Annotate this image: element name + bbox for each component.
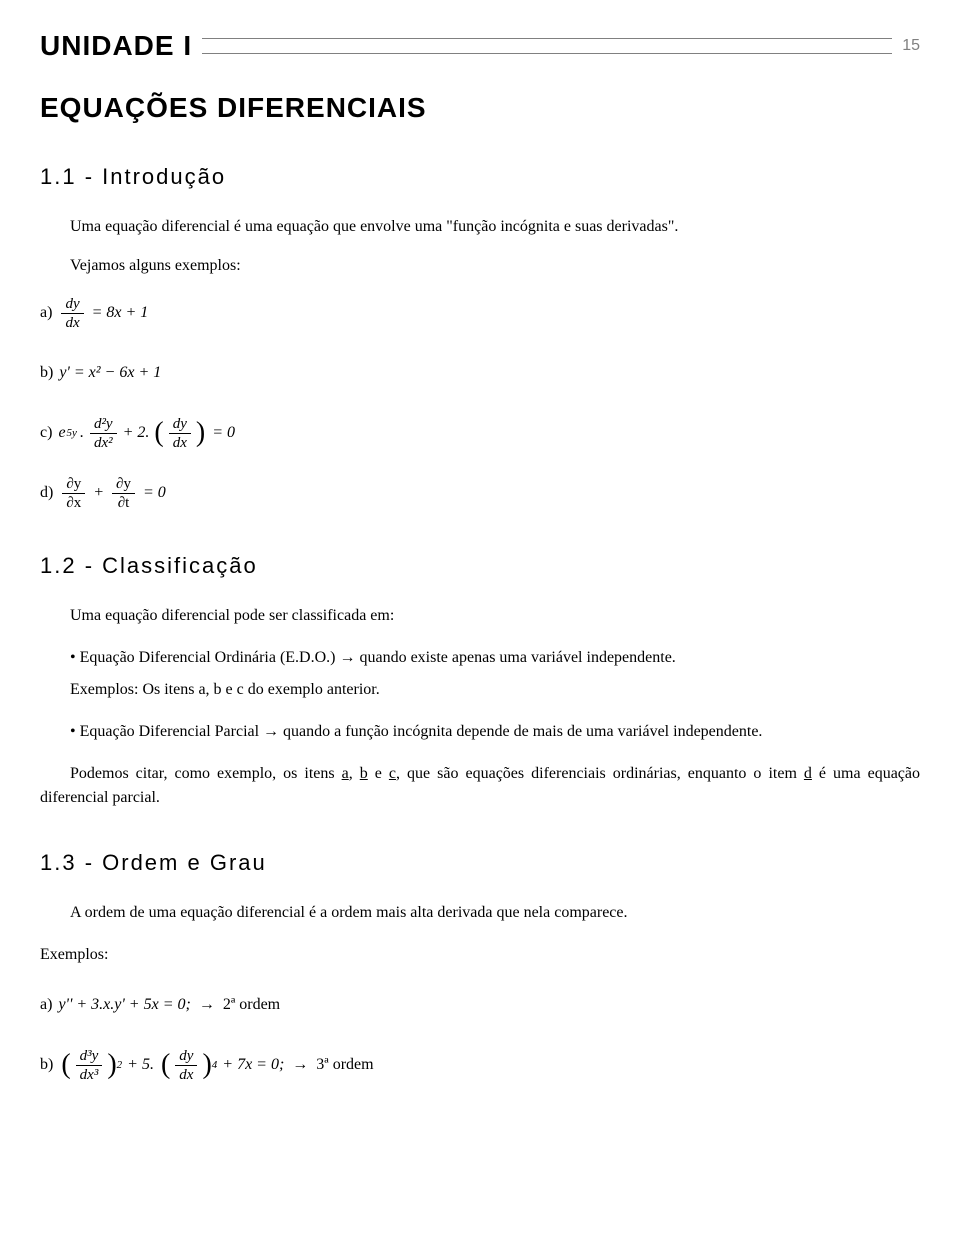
equation-b: b) y' = x² − 6x + 1	[40, 353, 920, 393]
eq-d-py1: ∂y	[62, 475, 85, 494]
definition-1-3: A ordem de uma equação diferencial é a o…	[40, 901, 920, 925]
equation-1-3-a: a) y'' + 3.x.y' + 5x = 0; → 2ª ordem	[40, 985, 920, 1025]
conclusion-mid3: , que são equações diferenciais ordinári…	[396, 765, 804, 782]
eq-1-3-b-frac2: dy dx	[175, 1047, 197, 1084]
conclusion-mid1: ,	[349, 765, 360, 782]
eq-1-3-b-plus5: + 5.	[127, 1056, 154, 1074]
eq-c-dx: dx	[169, 434, 191, 452]
section-1-3-title: 1.3 - Ordem e Grau	[40, 850, 920, 876]
paren-left-icon: (	[161, 1054, 170, 1076]
bullet-1: • Equação Diferencial Ordinária (E.D.O.)…	[40, 646, 920, 670]
paren-right-icon: )	[196, 422, 205, 444]
page-number: 15	[902, 37, 920, 55]
examples-label-1-3: Exemplos:	[40, 943, 920, 967]
eq-1-3-b-d3y: d³y	[76, 1047, 103, 1066]
eq-c-5y: 5y	[67, 427, 77, 439]
intro-1-2: Uma equação diferencial pode ser classif…	[40, 604, 920, 628]
equation-a: a) dy dx = 8x + 1	[40, 293, 920, 333]
definition-1-1: Uma equação diferencial é uma equação qu…	[40, 215, 920, 239]
eq-d-px: ∂x	[62, 494, 85, 512]
eq-c-e: e	[58, 424, 65, 442]
eq-a-dy: dy	[61, 295, 83, 314]
eq-1-3-b-dx3: dx³	[76, 1066, 103, 1084]
unit-header: UNIDADE I 15	[40, 30, 920, 62]
eq-1-3-a-order: 2ª ordem	[223, 996, 280, 1014]
eq-d-frac2: ∂y ∂t	[112, 475, 135, 512]
eq-1-3-b-order: 3ª ordem	[316, 1056, 373, 1074]
unit-label: UNIDADE I	[40, 30, 202, 62]
bullet-2: • Equação Diferencial Parcial → quando a…	[40, 720, 920, 744]
eq-c-dy: dy	[169, 415, 191, 434]
eq-a-label: a)	[40, 304, 52, 322]
eq-a-rhs: = 8x + 1	[92, 304, 149, 322]
eq-c-dx2: dx²	[90, 434, 117, 452]
eq-d-pt: ∂t	[114, 494, 134, 512]
eq-1-3-b-dx: dx	[175, 1066, 197, 1084]
eq-1-3-b-label: b)	[40, 1056, 53, 1074]
eq-d-py2: ∂y	[112, 475, 135, 494]
arrow-icon: →	[292, 1056, 308, 1074]
eq-1-3-b-exp4: 4	[212, 1059, 218, 1071]
conclusion-b: b	[360, 765, 368, 782]
eq-c-eq0: = 0	[212, 424, 235, 442]
paren-left-icon: (	[61, 1054, 70, 1076]
eq-d-frac1: ∂y ∂x	[62, 475, 85, 512]
eq-c-label: c)	[40, 424, 52, 442]
section-1-2-title: 1.2 - Classificação	[40, 553, 920, 579]
eq-c-d2y: d²y	[90, 415, 117, 434]
eq-c-plus2: + 2.	[123, 424, 150, 442]
conclusion-1-2: Podemos citar, como exemplo, os itens a,…	[40, 762, 920, 810]
eq-1-3-b-frac1: d³y dx³	[76, 1047, 103, 1084]
header-line	[202, 38, 892, 54]
paren-left-icon: (	[154, 422, 163, 444]
paren-right-icon: )	[202, 1054, 211, 1076]
eq-1-3-a: y'' + 3.x.y' + 5x = 0;	[58, 996, 190, 1014]
examples-intro: Vejamos alguns exemplos:	[40, 257, 920, 275]
eq-d-label: d)	[40, 484, 53, 502]
conclusion-a: a	[342, 765, 349, 782]
conclusion-mid2: e	[368, 765, 389, 782]
eq-d-eq0: = 0	[143, 484, 166, 502]
eq-a-dx: dx	[61, 314, 83, 332]
paren-right-icon: )	[107, 1054, 116, 1076]
eq-b-label: b)	[40, 364, 53, 382]
eq-1-3-a-label: a)	[40, 996, 52, 1014]
eq-b: y' = x² − 6x + 1	[59, 364, 161, 382]
eq-d-plus: +	[93, 484, 104, 502]
eq-1-3-b-rest: + 7x = 0;	[222, 1056, 284, 1074]
equation-c: c) e5y . d²y dx² + 2. ( dy dx ) = 0	[40, 413, 920, 453]
eq-1-3-b-exp2: 2	[117, 1059, 123, 1071]
conclusion-pre: Podemos citar, como exemplo, os itens	[70, 765, 342, 782]
equation-d: d) ∂y ∂x + ∂y ∂t = 0	[40, 473, 920, 513]
conclusion-d: d	[804, 765, 812, 782]
eq-1-3-b-dy: dy	[175, 1047, 197, 1066]
eq-c-dot: .	[80, 424, 84, 442]
chapter-title: EQUAÇÕES DIFERENCIAIS	[40, 92, 920, 124]
eq-c-frac1: d²y dx²	[90, 415, 117, 452]
arrow-icon: →	[199, 996, 215, 1014]
section-1-1-title: 1.1 - Introdução	[40, 164, 920, 190]
bullet-1-sub: Exemplos: Os itens a, b e c do exemplo a…	[40, 678, 920, 702]
equation-1-3-b: b) ( d³y dx³ ) 2 + 5. ( dy dx ) 4 + 7x =…	[40, 1045, 920, 1085]
eq-a-frac: dy dx	[61, 295, 83, 332]
conclusion-c: c	[389, 765, 396, 782]
eq-c-frac2: dy dx	[169, 415, 191, 452]
